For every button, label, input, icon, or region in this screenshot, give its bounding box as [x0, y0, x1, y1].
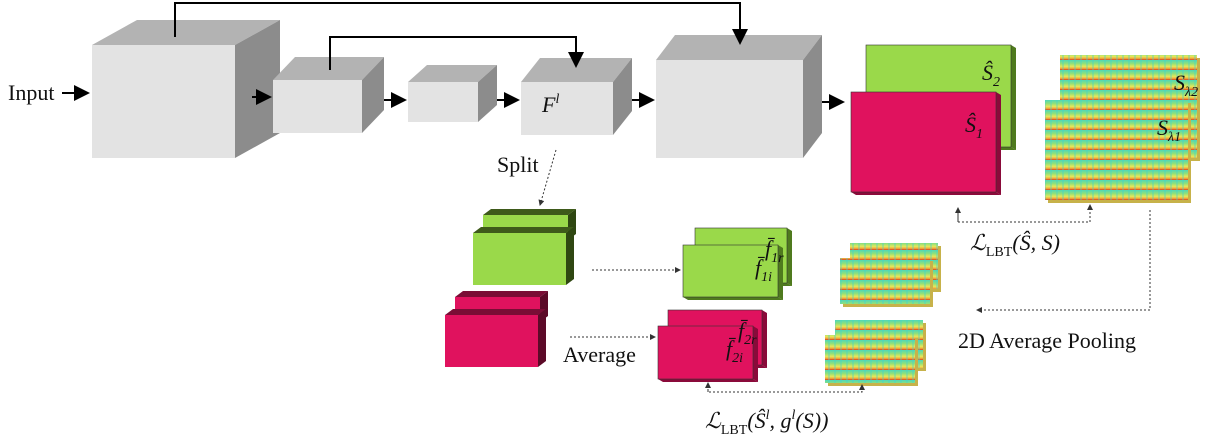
- box-front: [92, 45, 235, 158]
- box-side: [566, 227, 574, 285]
- loss-label: ℒLBT(Ŝl, gl(S)): [705, 408, 828, 438]
- box-top: [473, 227, 574, 233]
- spectrogram: [840, 258, 930, 304]
- split-label: Split: [497, 152, 539, 177]
- box-front: [273, 80, 362, 133]
- spectrogram: [825, 335, 915, 383]
- box-top: [455, 291, 548, 297]
- box-top: [445, 309, 546, 315]
- box-side: [538, 309, 546, 367]
- card-edge: [996, 92, 1001, 195]
- card: [851, 92, 996, 192]
- loss-label: ℒLBT(Ŝ, S): [970, 230, 1060, 260]
- average-label: Average: [563, 342, 636, 367]
- card-edge: [1011, 45, 1016, 150]
- box-front: [408, 82, 478, 122]
- card-edge: [683, 297, 783, 300]
- card-edge: [658, 379, 758, 382]
- box-front: [445, 315, 538, 367]
- card-edge: [787, 228, 792, 286]
- card-edge: [851, 192, 1001, 195]
- card-edge: [762, 310, 767, 368]
- input-label: Input: [8, 80, 54, 105]
- pooling-label: 2D Average Pooling: [958, 328, 1136, 353]
- box-front: [521, 82, 613, 135]
- box-front: [473, 233, 566, 285]
- diagram: Input Fl Split Average 2D Average Poolin…: [0, 0, 1214, 444]
- box-front: [656, 60, 803, 158]
- box-top: [483, 209, 576, 215]
